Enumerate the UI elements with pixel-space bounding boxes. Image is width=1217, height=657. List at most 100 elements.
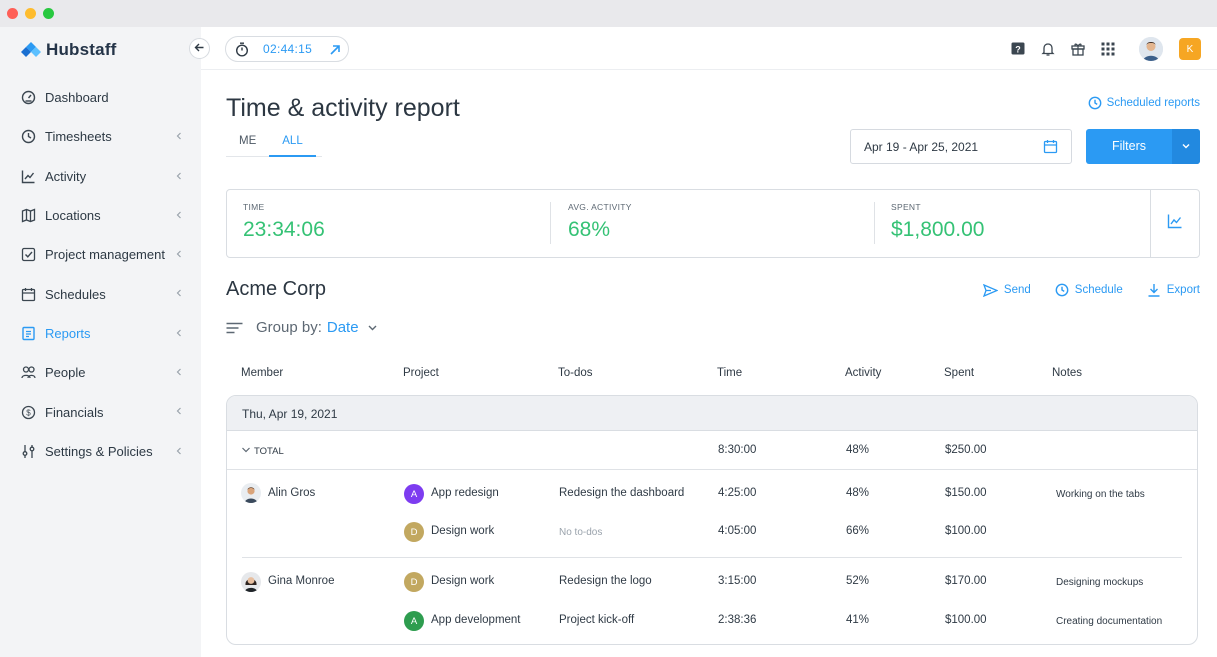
filters-dropdown-button[interactable] [1172, 129, 1200, 164]
project-name[interactable]: App redesign [431, 487, 499, 499]
organization-badge[interactable]: K [1179, 38, 1201, 60]
download-icon [1147, 283, 1167, 297]
activity-value: 52% [846, 575, 870, 587]
table-header: Member Project To-dos Time Activity Spen… [226, 366, 1200, 382]
sidebar-item-label: Project management [45, 247, 165, 263]
sidebar-item-settings-policies[interactable]: Settings & Policies [0, 432, 201, 471]
sidebar-item-label: Dashboard [45, 90, 109, 106]
bell-icon[interactable] [1039, 40, 1057, 58]
time-value: 2:38:36 [718, 614, 757, 626]
organization-name: Acme Corp [226, 278, 327, 300]
list-lines-icon [226, 322, 243, 334]
schedule-button[interactable]: Schedule [1055, 283, 1123, 297]
spent-value: $170.00 [945, 575, 987, 587]
stat-label: SPENT [891, 202, 921, 212]
send-icon [982, 283, 1004, 297]
chart-icon [1167, 213, 1183, 234]
group-by-value: Date [326, 319, 359, 336]
open-timer-arrow-icon[interactable] [329, 43, 341, 61]
stopwatch-icon [235, 42, 249, 62]
stat-avg-activity: AVG. ACTIVITY 68% [568, 202, 632, 242]
total-row[interactable]: TOTAL 8:30:00 48% $250.00 [227, 431, 1197, 470]
stat-label: TIME [243, 202, 265, 212]
stat-divider [874, 202, 875, 244]
calendar-icon [1043, 139, 1058, 157]
group-by-selector[interactable]: Group by: Date [226, 319, 378, 336]
people-icon [20, 364, 37, 381]
project-name[interactable]: App development [431, 614, 521, 626]
date-range-picker[interactable]: Apr 19 - Apr 25, 2021 [850, 129, 1072, 164]
chevron-left-icon [173, 130, 185, 142]
notes-value: Creating documentation [1056, 616, 1163, 627]
sidebar-item-label: Reports [45, 325, 91, 341]
project-name[interactable]: Design work [431, 525, 495, 537]
sidebar-item-timesheets[interactable]: Timesheets [0, 117, 201, 156]
hubstaff-logo[interactable]: Hubstaff [20, 39, 117, 61]
dollar-icon: $ [20, 404, 37, 421]
sidebar-item-people[interactable]: People [0, 353, 201, 392]
sidebar: Hubstaff Dashboard Timesheets Activity [0, 27, 201, 657]
collapse-sidebar-button[interactable] [189, 38, 210, 59]
sidebar-item-reports[interactable]: Reports [0, 314, 201, 353]
export-button[interactable]: Export [1147, 283, 1200, 297]
sidebar-item-activity[interactable]: Activity [0, 157, 201, 196]
column-header[interactable]: Time [717, 367, 743, 379]
tab-all[interactable]: ALL [269, 131, 317, 157]
stat-divider [550, 202, 551, 244]
report-table: Thu, Apr 19, 2021 TOTAL 8:30:00 48% $250… [226, 395, 1198, 645]
time-value: 3:15:00 [718, 575, 757, 587]
activity-value: 41% [846, 614, 870, 626]
sidebar-item-label: Locations [45, 208, 101, 224]
help-icon[interactable]: ? [1009, 40, 1027, 58]
column-header[interactable]: Activity [845, 367, 882, 379]
total-spent: $250.00 [945, 444, 987, 456]
filters-button[interactable]: Filters [1086, 129, 1200, 164]
chevron-left-icon [173, 209, 185, 221]
column-header[interactable]: To-dos [558, 367, 593, 379]
window-close-button[interactable] [7, 8, 18, 19]
chevron-left-icon [173, 287, 185, 299]
schedule-label: Schedule [1074, 284, 1123, 296]
column-header[interactable]: Project [403, 367, 439, 379]
timer-widget[interactable]: 02:44:15 [225, 36, 349, 62]
todo-name[interactable]: Project kick-off [559, 614, 635, 626]
sidebar-item-financials[interactable]: $ Financials [0, 392, 201, 431]
chevron-left-icon [173, 170, 185, 182]
sidebar-item-dashboard[interactable]: Dashboard [0, 78, 201, 117]
sidebar-item-schedules[interactable]: Schedules [0, 274, 201, 313]
sidebar-item-project-management[interactable]: Project management [0, 235, 201, 274]
clock-icon [1055, 283, 1075, 297]
view-chart-button[interactable] [1150, 190, 1199, 257]
chevron-left-icon [173, 445, 185, 457]
spent-value: $150.00 [945, 487, 987, 499]
hubstaff-logo-icon [20, 41, 42, 59]
column-header[interactable]: Member [241, 367, 284, 379]
project-name[interactable]: Design work [431, 575, 495, 587]
send-button[interactable]: Send [982, 283, 1031, 297]
column-header[interactable]: Spent [944, 367, 975, 379]
group-by-label: Group by: [256, 319, 322, 336]
apps-grid-icon[interactable] [1099, 40, 1117, 58]
member-divider [242, 557, 1182, 558]
window-minimize-button[interactable] [25, 8, 36, 19]
sidebar-item-locations[interactable]: Locations [0, 196, 201, 235]
report-actions: Send Schedule Export [959, 283, 1200, 297]
todo-name[interactable]: Redesign the dashboard [559, 487, 685, 499]
send-label: Send [1003, 284, 1031, 296]
export-label: Export [1166, 284, 1200, 296]
todo-name[interactable]: Redesign the logo [559, 575, 652, 587]
gift-icon[interactable] [1069, 40, 1087, 58]
chevron-left-icon [173, 366, 185, 378]
column-header[interactable]: Notes [1052, 367, 1083, 379]
user-avatar[interactable] [1139, 37, 1163, 61]
window-title-bar [0, 0, 1217, 27]
page-title: Time & activity report [226, 94, 460, 122]
activity-chart-icon [20, 168, 37, 185]
tab-me[interactable]: ME [239, 135, 257, 147]
window-maximize-button[interactable] [43, 8, 54, 19]
scheduled-reports-link[interactable]: Scheduled reports [1088, 96, 1200, 110]
top-bar-actions: ? K [997, 36, 1201, 62]
sidebar-nav: Dashboard Timesheets Activity Locations [0, 78, 201, 471]
chevron-down-icon[interactable] [241, 445, 251, 455]
dashboard-icon [20, 89, 37, 106]
